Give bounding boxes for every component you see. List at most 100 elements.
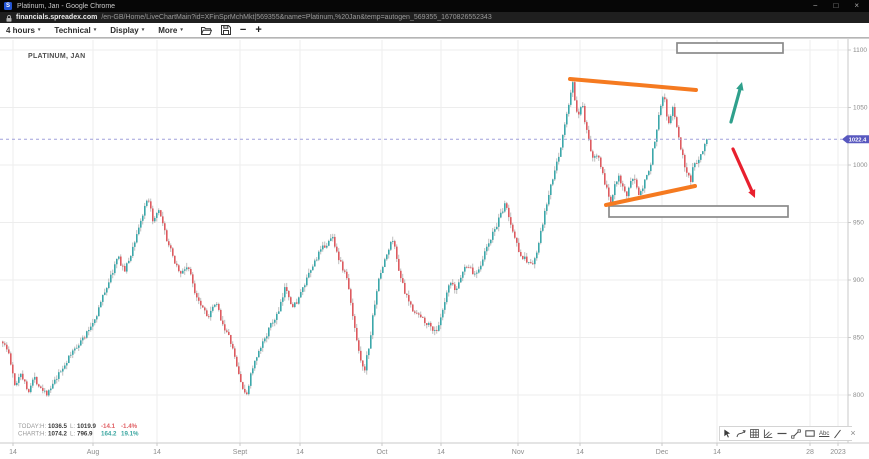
candle-body	[288, 291, 290, 298]
candle-body	[52, 383, 54, 389]
annotation-arrow-shaft[interactable]	[729, 88, 742, 124]
candle-body	[612, 195, 614, 205]
zoom-out-button[interactable]: −	[239, 24, 247, 36]
display-menu[interactable]: Display ▾	[110, 25, 145, 35]
candle-body	[602, 167, 604, 174]
technical-menu[interactable]: Technical ▾	[54, 25, 97, 35]
candle-body	[682, 149, 684, 155]
candle-body	[80, 340, 82, 346]
candle-body	[142, 215, 144, 221]
candle-body	[8, 349, 10, 354]
close-button[interactable]: ×	[854, 1, 859, 10]
candle-body	[62, 368, 64, 372]
candle-body	[360, 350, 362, 361]
candle-body	[246, 392, 248, 395]
candle-body	[694, 163, 696, 168]
candle-body	[706, 139, 708, 145]
candle-body	[196, 293, 198, 298]
horizontal-line-icon[interactable]	[777, 429, 787, 438]
candle-body	[496, 226, 498, 230]
y-axis-label: 800	[853, 392, 864, 399]
candle-body	[434, 329, 436, 331]
maximize-button[interactable]: □	[833, 1, 839, 10]
y-axis-label: 1100	[853, 47, 867, 54]
candle-body	[688, 172, 690, 176]
more-menu[interactable]: More ▾	[158, 25, 183, 35]
candle-body	[566, 113, 568, 125]
annotation-arrow-shaft[interactable]	[731, 147, 754, 193]
freehand-arrow-icon[interactable]	[736, 429, 746, 438]
candle-body	[98, 307, 100, 317]
rectangle-icon[interactable]	[805, 429, 815, 438]
candle-body	[690, 175, 692, 182]
candle-body	[32, 379, 34, 386]
candle-body	[424, 317, 426, 324]
legend-row: CHART:H: 1074.2 L: 796.9 164.2 19.1%	[18, 431, 139, 438]
indicator-axes-icon[interactable]	[763, 429, 773, 438]
x-axis-label: Dec	[656, 449, 669, 456]
url-domain: financials.spreadex.com	[16, 14, 98, 21]
chevron-down-icon: ▾	[141, 27, 145, 33]
candle-body	[490, 239, 492, 244]
annotation-rectangle[interactable]	[608, 205, 789, 218]
save-icon[interactable]	[220, 25, 231, 35]
chart-canvas[interactable]: 1100 1050 1000 950 900 850 800 14 Aug 14 Sept 14 Oct…	[0, 38, 869, 458]
zoom-in-button[interactable]: +	[255, 24, 262, 36]
candle-body	[408, 295, 410, 302]
chevron-down-icon: ▾	[93, 27, 97, 33]
url-path: /en-GB/Home/LiveChartMain?id=XFinSprMchM…	[101, 14, 492, 21]
timeframe-menu[interactable]: 4 hours ▾	[6, 25, 41, 35]
candle-body	[84, 337, 86, 339]
candle-body	[44, 390, 46, 392]
candle-body	[96, 316, 98, 320]
annotation-arrow-head[interactable]	[748, 189, 756, 198]
trendline-icon[interactable]	[791, 428, 801, 439]
candle-body	[22, 373, 24, 380]
candle-body	[372, 315, 374, 336]
candle-body	[248, 385, 250, 395]
cursor-icon[interactable]	[723, 429, 732, 438]
address-bar[interactable]: financials.spreadex.com/en-GB/Home/LiveC…	[0, 12, 869, 23]
grid-icon[interactable]	[750, 429, 759, 438]
annotation-trendline[interactable]	[604, 184, 697, 207]
candle-body	[508, 207, 510, 218]
text-tool[interactable]: Abc	[819, 430, 830, 437]
candle-body	[284, 287, 286, 298]
candle-body	[122, 265, 124, 267]
candle-body	[328, 240, 330, 246]
candle-body	[46, 390, 48, 396]
diagonal-line-icon[interactable]	[833, 429, 842, 439]
candle-body	[540, 230, 542, 243]
annotation-arrow-head[interactable]	[736, 82, 744, 91]
annotation-rectangle[interactable]	[676, 42, 784, 54]
candle-body	[666, 99, 668, 117]
candle-body	[392, 241, 394, 242]
chevron-down-icon: ▾	[180, 27, 183, 33]
candle-body	[542, 224, 544, 231]
candle-body	[348, 278, 350, 290]
candle-body	[402, 278, 404, 283]
window-title: Platinum, Jan - Google Chrome	[17, 2, 116, 10]
candle-body	[102, 294, 104, 302]
legend-row: TODAY:H: 1036.5 L: 1019.9 -14.1 -1.4%	[18, 423, 138, 430]
candle-body	[14, 373, 16, 386]
candle-body	[398, 258, 400, 271]
candle-body	[110, 274, 112, 283]
candle-body	[296, 302, 298, 304]
open-chart-icon[interactable]	[200, 26, 212, 35]
candle-body	[446, 292, 448, 303]
candle-body	[522, 255, 524, 259]
candle-body	[228, 331, 230, 336]
candle-body	[278, 311, 280, 314]
candle-body	[406, 293, 408, 296]
candle-body	[242, 382, 244, 389]
annotation-trendline[interactable]	[568, 77, 698, 92]
remove-icon[interactable]: ×	[850, 428, 856, 438]
candle-body	[36, 376, 38, 385]
candle-body	[626, 191, 628, 197]
candle-body	[704, 144, 706, 152]
minimize-button[interactable]: −	[812, 1, 818, 10]
candle-body	[40, 386, 42, 388]
candle-body	[340, 260, 342, 262]
candle-body	[578, 111, 580, 115]
